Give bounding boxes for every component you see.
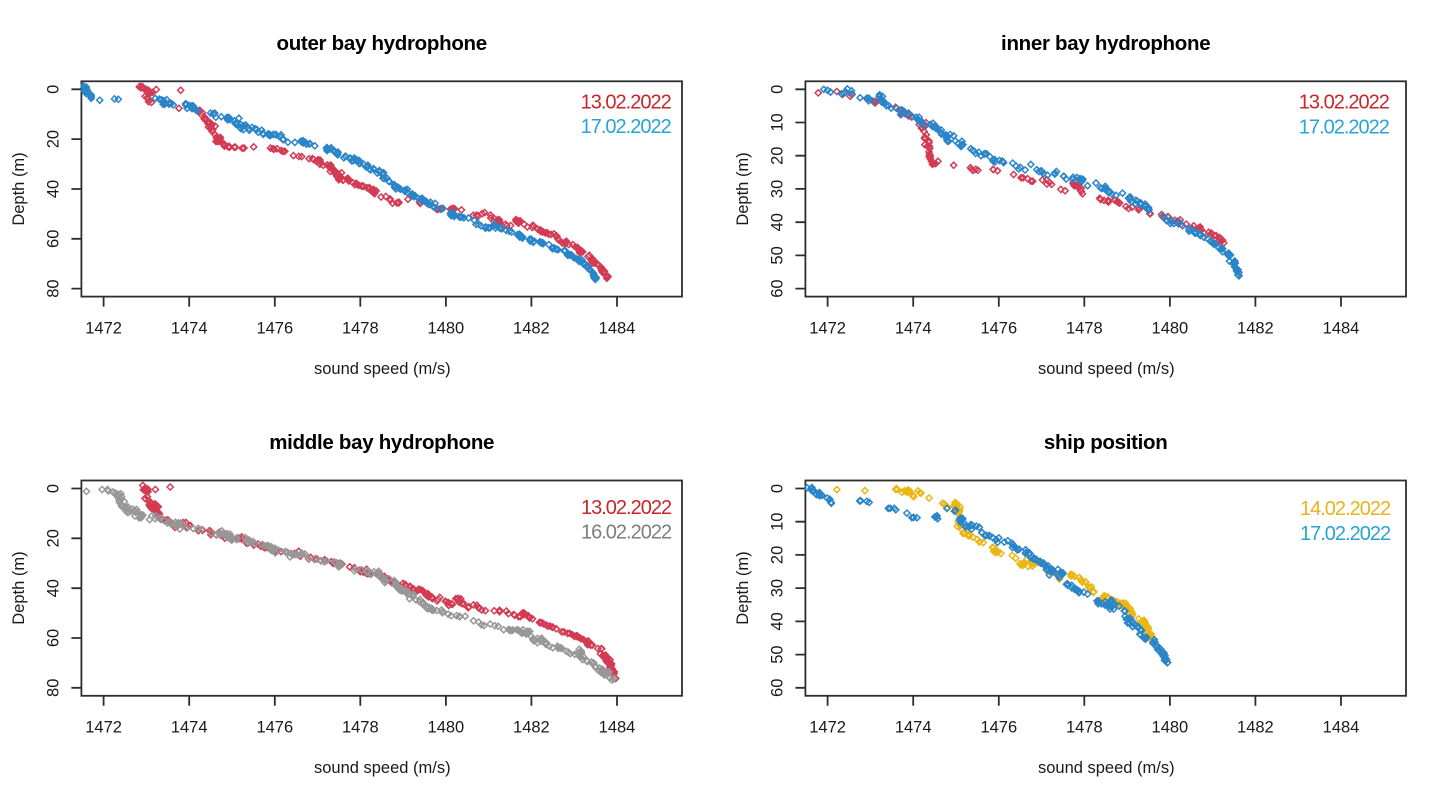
svg-text:middle bay hydrophone: middle bay hydrophone <box>269 431 494 454</box>
svg-text:1476: 1476 <box>980 320 1017 338</box>
svg-text:0: 0 <box>45 85 63 94</box>
svg-text:50: 50 <box>769 645 787 663</box>
svg-text:sound speed (m/s): sound speed (m/s) <box>314 360 451 378</box>
svg-text:13.02.2022: 13.02.2022 <box>581 497 672 519</box>
svg-text:1482: 1482 <box>513 320 550 338</box>
svg-text:13.02.2022: 13.02.2022 <box>1299 92 1390 114</box>
svg-text:1476: 1476 <box>256 320 293 338</box>
svg-text:inner bay hydrophone: inner bay hydrophone <box>1001 32 1210 55</box>
svg-text:20: 20 <box>769 147 787 165</box>
svg-text:80: 80 <box>45 279 63 297</box>
svg-text:10: 10 <box>769 513 787 531</box>
svg-text:1474: 1474 <box>171 719 208 737</box>
svg-text:1478: 1478 <box>342 719 379 737</box>
svg-text:40: 40 <box>45 579 63 597</box>
svg-text:1472: 1472 <box>809 320 846 338</box>
svg-text:1476: 1476 <box>256 719 293 737</box>
svg-text:sound speed (m/s): sound speed (m/s) <box>1038 360 1175 378</box>
svg-text:1478: 1478 <box>342 320 379 338</box>
svg-text:1472: 1472 <box>85 719 122 737</box>
svg-text:1480: 1480 <box>1152 719 1189 737</box>
svg-text:1480: 1480 <box>1152 320 1189 338</box>
svg-text:80: 80 <box>45 679 63 697</box>
svg-text:1480: 1480 <box>428 320 465 338</box>
svg-text:1478: 1478 <box>1066 320 1103 338</box>
svg-text:1484: 1484 <box>599 719 636 737</box>
svg-text:14.02.2022: 14.02.2022 <box>1300 498 1391 520</box>
svg-text:50: 50 <box>769 246 787 264</box>
svg-text:Depth (m): Depth (m) <box>10 152 28 225</box>
svg-text:20: 20 <box>769 546 787 564</box>
svg-text:30: 30 <box>769 180 787 198</box>
svg-text:1484: 1484 <box>1323 320 1360 338</box>
svg-text:60: 60 <box>45 230 63 248</box>
svg-text:0: 0 <box>769 85 787 94</box>
svg-text:13.02.2022: 13.02.2022 <box>581 91 672 113</box>
svg-text:Depth (m): Depth (m) <box>10 551 28 624</box>
svg-text:outer bay hydrophone: outer bay hydrophone <box>276 32 486 55</box>
svg-text:sound speed (m/s): sound speed (m/s) <box>1038 759 1175 777</box>
svg-text:Depth (m): Depth (m) <box>734 152 752 225</box>
svg-text:60: 60 <box>45 629 63 647</box>
svg-text:1484: 1484 <box>599 320 636 338</box>
svg-text:20: 20 <box>45 529 63 547</box>
svg-text:1484: 1484 <box>1323 719 1360 737</box>
svg-text:17.02.2022: 17.02.2022 <box>1300 523 1391 545</box>
svg-text:1474: 1474 <box>171 320 208 338</box>
svg-text:40: 40 <box>769 213 787 231</box>
svg-text:Depth (m): Depth (m) <box>734 551 752 624</box>
svg-text:60: 60 <box>769 279 787 297</box>
svg-text:40: 40 <box>45 180 63 198</box>
svg-text:1474: 1474 <box>895 719 932 737</box>
svg-text:sound speed (m/s): sound speed (m/s) <box>314 759 451 777</box>
svg-text:10: 10 <box>769 113 787 131</box>
svg-text:16.02.2022: 16.02.2022 <box>581 522 672 544</box>
svg-text:17.02.2022: 17.02.2022 <box>1299 116 1390 138</box>
svg-text:30: 30 <box>769 579 787 597</box>
svg-text:1482: 1482 <box>1237 320 1274 338</box>
svg-text:0: 0 <box>769 484 787 493</box>
svg-text:1482: 1482 <box>513 719 550 737</box>
svg-text:20: 20 <box>45 130 63 148</box>
svg-text:1472: 1472 <box>809 719 846 737</box>
svg-text:1482: 1482 <box>1237 719 1274 737</box>
svg-text:1480: 1480 <box>428 719 465 737</box>
svg-text:0: 0 <box>45 484 63 493</box>
svg-text:1472: 1472 <box>85 320 122 338</box>
svg-text:40: 40 <box>769 612 787 630</box>
svg-text:ship position: ship position <box>1044 431 1168 454</box>
svg-text:17.02.2022: 17.02.2022 <box>581 116 672 138</box>
svg-text:60: 60 <box>769 679 787 697</box>
svg-text:1474: 1474 <box>895 320 932 338</box>
svg-text:1478: 1478 <box>1066 719 1103 737</box>
svg-text:1476: 1476 <box>980 719 1017 737</box>
